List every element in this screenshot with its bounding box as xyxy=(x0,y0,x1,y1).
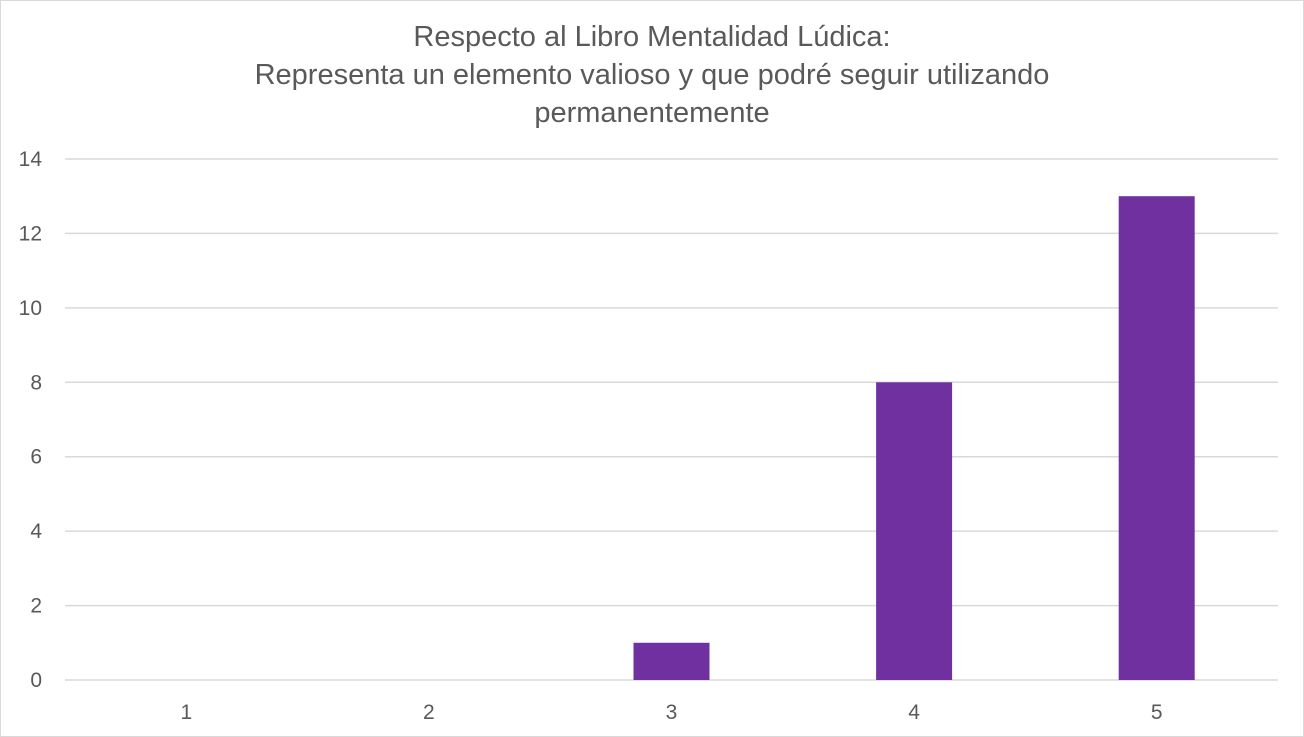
chart-title-line-3: permanentemente xyxy=(534,97,770,129)
y-tick-label: 0 xyxy=(30,669,42,692)
bar-category-3 xyxy=(633,642,710,680)
x-tick-label: 4 xyxy=(908,701,920,724)
x-tick-label: 3 xyxy=(666,701,678,724)
x-tick-label: 1 xyxy=(180,701,192,724)
y-tick-label: 6 xyxy=(30,446,42,469)
x-tick-label: 2 xyxy=(423,701,435,724)
y-tick-label: 2 xyxy=(30,595,42,618)
gridlines xyxy=(65,158,1278,681)
y-tick-label: 8 xyxy=(30,371,42,394)
chart-title-line-2: Representa un elemento valioso y que pod… xyxy=(254,59,1050,91)
y-tick-label: 10 xyxy=(19,297,42,320)
chart-title: Respecto al Libro Mentalidad Lúdica: Rep… xyxy=(0,18,1304,132)
y-tick-label: 4 xyxy=(30,520,42,543)
x-axis-ticks: 1 2 3 4 5 xyxy=(180,701,1162,724)
y-tick-label: 14 xyxy=(19,148,43,171)
bar-category-4 xyxy=(876,382,953,680)
y-axis-ticks: 0 2 4 6 8 10 12 14 xyxy=(19,148,43,692)
bar-category-5 xyxy=(1118,196,1195,680)
bars xyxy=(633,196,1195,680)
chart-title-line-1: Respecto al Libro Mentalidad Lúdica: xyxy=(413,21,891,53)
y-tick-label: 12 xyxy=(19,222,42,245)
x-tick-label: 5 xyxy=(1151,701,1163,724)
